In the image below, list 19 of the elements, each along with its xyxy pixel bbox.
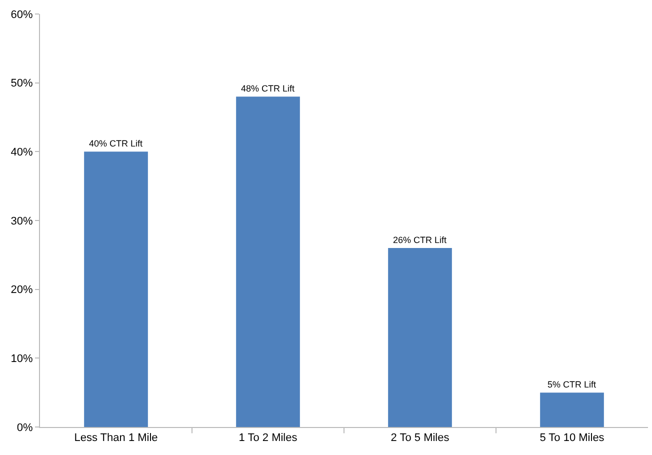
- data-label: 40% CTR Lift: [88, 138, 144, 149]
- x-tick-label: 5 To 10 Miles: [540, 432, 605, 444]
- x-tick-label: Less Than 1 Mile: [74, 432, 158, 444]
- y-tick-label: 20%: [10, 284, 34, 296]
- bar: [388, 248, 452, 427]
- y-tick-label: 10%: [10, 353, 34, 366]
- data-label: 26% CTR Lift: [392, 235, 448, 246]
- bar: [540, 392, 604, 427]
- y-tick-label: 0%: [16, 422, 34, 434]
- x-tick-label: 2 To 5 Miles: [390, 432, 450, 444]
- y-tick-label: 60%: [10, 8, 34, 21]
- bar: [84, 152, 148, 427]
- bar: [236, 96, 300, 427]
- y-tick-label: 40%: [10, 146, 34, 159]
- x-tick-label: 1 To 2 Miles: [238, 432, 298, 444]
- data-label: 5% CTR Lift: [547, 380, 597, 390]
- y-tick-label: 30%: [10, 215, 34, 228]
- data-label: 48% CTR Lift: [240, 84, 296, 94]
- y-tick-label: 50%: [10, 78, 34, 90]
